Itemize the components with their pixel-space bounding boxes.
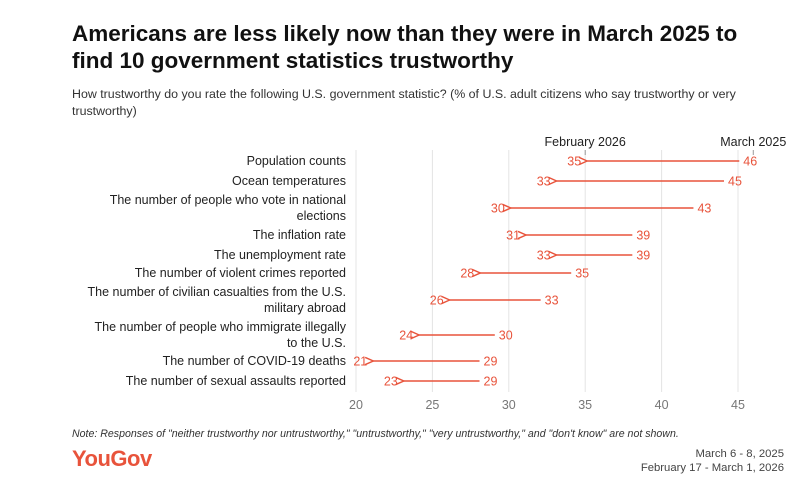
category-label: The number of civilian casualties from t…: [88, 285, 346, 299]
value-label-march-2025: 30: [499, 329, 513, 343]
value-label-february-2026: 31: [506, 229, 520, 243]
value-label-february-2026: 28: [460, 267, 474, 281]
chart-title: Americans are less likely now than they …: [72, 21, 738, 73]
category-label: The unemployment rate: [214, 248, 346, 262]
value-label-february-2026: 33: [537, 175, 551, 189]
yougov-logo: YouGov: [72, 446, 152, 471]
category-label: The number of sexual assaults reported: [126, 374, 346, 388]
x-tick-label-25: 25: [425, 398, 439, 412]
dumbbell-chart: 20 25 30 35 40 45 February 2026 March 2025 Popul…: [88, 135, 787, 412]
series-label-march-2025: March 2025: [720, 135, 786, 149]
value-label-february-2026: 33: [537, 249, 551, 263]
value-label-february-2026: 21: [353, 355, 367, 369]
value-label-march-2025: 33: [545, 294, 559, 308]
category-label: to the U.S.: [287, 336, 346, 350]
value-label-march-2025: 35: [575, 267, 589, 281]
fieldwork-date-march-2025: March 6 - 8, 2025: [695, 448, 784, 460]
x-tick-label-40: 40: [655, 398, 669, 412]
value-label-march-2025: 39: [636, 249, 650, 263]
category-label: The number of violent crimes reported: [135, 266, 346, 280]
value-label-february-2026: 30: [491, 202, 505, 216]
category-label: The number of people who vote in nationa…: [110, 193, 346, 207]
x-tick-label-45: 45: [731, 398, 745, 412]
category-label: The number of people who immigrate illeg…: [94, 320, 346, 334]
value-label-march-2025: 43: [697, 202, 711, 216]
value-label-march-2025: 46: [743, 155, 757, 169]
fieldwork-date-feb-2026: February 17 - March 1, 2026: [640, 462, 784, 474]
x-tick-label-20: 20: [349, 398, 363, 412]
value-label-february-2026: 23: [384, 375, 398, 389]
category-label: The number of COVID-19 deaths: [163, 354, 346, 368]
category-label: The inflation rate: [253, 228, 346, 242]
category-label: Ocean temperatures: [232, 174, 346, 188]
value-label-march-2025: 29: [484, 355, 498, 369]
value-label-march-2025: 45: [728, 175, 742, 189]
x-tick-label-35: 35: [578, 398, 592, 412]
chart-subtitle: How trustworthy do you rate the followin…: [72, 87, 736, 118]
category-label: military abroad: [264, 301, 346, 315]
category-label: elections: [297, 209, 346, 223]
value-label-february-2026: 26: [430, 294, 444, 308]
fieldwork-dates: March 6 - 8, 2025 February 17 - March 1,…: [641, 447, 784, 475]
series-label-february-2026: February 2026: [545, 135, 626, 149]
footnote: Note: Responses of "neither trustworthy …: [72, 428, 679, 440]
value-label-march-2025: 39: [636, 229, 650, 243]
x-tick-label-30: 30: [502, 398, 516, 412]
value-label-february-2026: 35: [567, 155, 581, 169]
category-label: Population counts: [247, 154, 346, 168]
value-label-february-2026: 24: [399, 329, 413, 343]
value-label-march-2025: 29: [484, 375, 498, 389]
